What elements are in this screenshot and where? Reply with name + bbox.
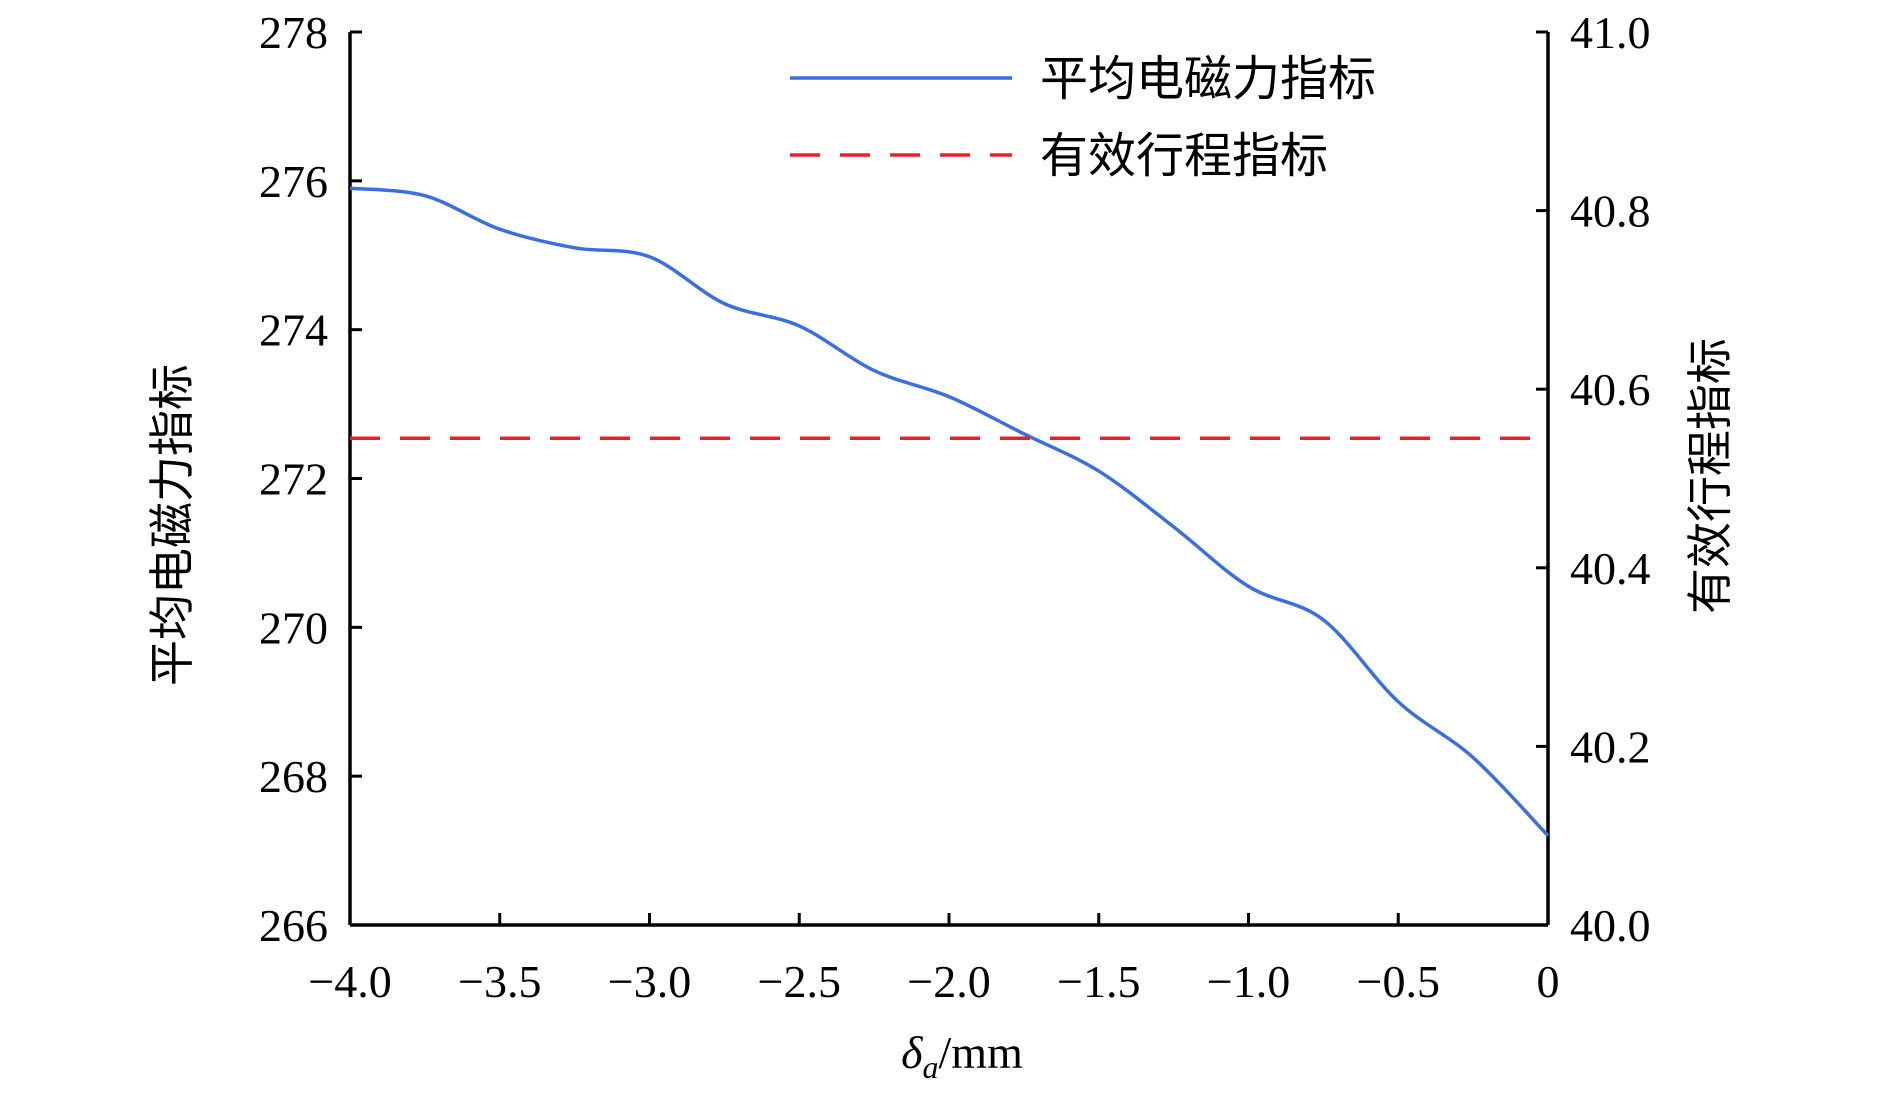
y2-tick-label: 40.4 [1570,543,1651,594]
series-layer [349,186,1550,837]
y-tick-label: 268 [259,751,328,802]
y-tick-label: 270 [259,602,328,653]
x-axis-unit: /mm [939,1027,1024,1078]
series-line-em-force-index [349,186,1550,837]
legend-label-stroke: 有效行程指标 [1040,130,1328,183]
y-tick-label: 278 [259,7,328,58]
x-tick-label: −3.5 [458,956,541,1007]
x-tick-label: 0 [1537,956,1560,1007]
y2-tick-label: 40.6 [1570,364,1651,415]
y2-tick-label: 40.0 [1570,900,1651,951]
x-tick-label: −4.0 [308,956,391,1007]
x-tick-label: −0.5 [1357,956,1440,1007]
x-tick-label: −3.0 [608,956,691,1007]
plot-frame [348,32,1550,927]
right-y-axis-title: 有效行程指标 [1685,338,1736,614]
x-tick-label: −2.0 [907,956,990,1007]
x-axis-ticks: −4.0 −3.5 −3.0 −2.5 −2.0 −1.5 −1.0 −0.5 0 [308,913,1560,1007]
x-axis-subscript: a [923,1049,939,1085]
legend: 平均电磁力指标 有效行程指标 [790,53,1376,183]
x-tick-label: −1.5 [1057,956,1140,1007]
y-tick-label: 274 [259,305,328,356]
y2-tick-label: 40.8 [1570,186,1651,237]
y2-tick-label: 41.0 [1570,7,1651,58]
y-tick-label: 272 [259,454,328,505]
right-y-axis-ticks: 40.0 40.2 40.4 40.6 40.8 41.0 [1536,7,1651,951]
x-axis-title: δa/mm [901,1027,1023,1085]
y-tick-label: 266 [259,900,328,951]
x-tick-label: −1.0 [1207,956,1290,1007]
legend-label-em-force: 平均电磁力指标 [1040,53,1376,106]
y-tick-label: 276 [259,156,328,207]
left-y-axis-ticks: 266 268 270 272 274 276 278 [259,7,362,951]
x-axis-symbol: δ [901,1027,923,1078]
left-y-axis-title: 平均电磁力指标 [147,364,198,686]
y2-tick-label: 40.2 [1570,721,1651,772]
x-tick-label: −2.5 [758,956,841,1007]
